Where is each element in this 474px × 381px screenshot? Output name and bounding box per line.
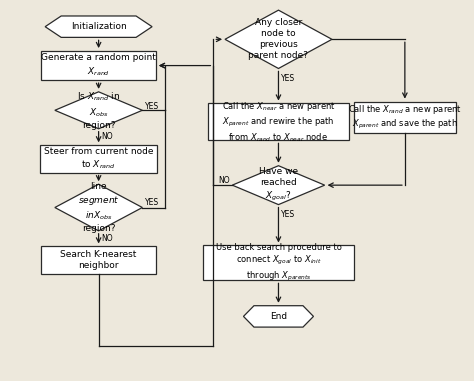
Text: YES: YES: [282, 210, 295, 219]
Bar: [203, 245, 354, 280]
Bar: [40, 145, 157, 173]
Text: YES: YES: [282, 74, 295, 83]
Text: NO: NO: [101, 132, 113, 141]
Text: Use back search procedure to
connect $X_{goal}$ to $X_{init}$
through $X_{parent: Use back search procedure to connect $X_…: [216, 243, 341, 283]
Text: Any closer
node to
previous
parent node?: Any closer node to previous parent node?: [248, 18, 309, 61]
Polygon shape: [244, 306, 313, 327]
Text: Search K-nearest
neighbor: Search K-nearest neighbor: [60, 250, 137, 270]
Text: End: End: [270, 312, 287, 321]
Text: Is $X_{rand}$ in
$X_{obs}$
region?: Is $X_{rand}$ in $X_{obs}$ region?: [77, 91, 120, 130]
Text: NO: NO: [101, 234, 113, 243]
Text: Initialization: Initialization: [71, 22, 127, 31]
Text: Call the $X_{rand}$ a new parent
$X_{parent}$ and save the path: Call the $X_{rand}$ a new parent $X_{par…: [348, 103, 462, 131]
Text: Steer from current node
to $X_{rand}$: Steer from current node to $X_{rand}$: [44, 147, 154, 171]
Text: Have we
reached
$X_{goal}$?: Have we reached $X_{goal}$?: [259, 167, 298, 203]
Text: Call the $X_{near}$ a new parent
$X_{parent}$ and rewire the path
from $X_{rand}: Call the $X_{near}$ a new parent $X_{par…: [221, 100, 336, 144]
Text: YES: YES: [145, 198, 159, 207]
Polygon shape: [55, 92, 142, 129]
Text: YES: YES: [145, 102, 159, 111]
Polygon shape: [45, 16, 152, 37]
Bar: [41, 51, 156, 80]
Polygon shape: [225, 10, 332, 69]
Text: line
$segment$
$inX_{obs}$
region?: line $segment$ $inX_{obs}$ region?: [78, 182, 119, 233]
Text: NO: NO: [218, 176, 229, 185]
Bar: [41, 247, 156, 274]
Polygon shape: [232, 166, 325, 205]
Polygon shape: [55, 184, 142, 231]
Bar: [354, 102, 456, 133]
Bar: [208, 104, 349, 141]
Text: Generate a random point
$X_{rand}$: Generate a random point $X_{rand}$: [41, 53, 156, 78]
